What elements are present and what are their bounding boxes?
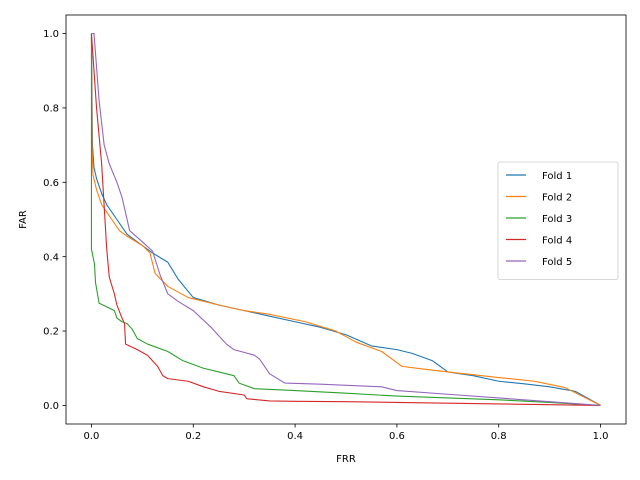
y-tick-label: 0.6 — [43, 178, 59, 189]
x-tick-label: 1.0 — [593, 431, 609, 442]
y-tick-label: 0.0 — [43, 401, 59, 412]
y-tick-label: 1.0 — [43, 29, 59, 40]
legend-box — [497, 161, 619, 280]
legend-label: Fold 5 — [542, 257, 572, 268]
y-tick-label: 0.8 — [43, 104, 59, 115]
x-axis-label: FRR — [336, 454, 356, 465]
series-line-fold-4 — [90, 33, 601, 406]
x-tick-label: 0.4 — [287, 431, 303, 442]
legend-label: Fold 4 — [542, 236, 572, 247]
series-line-fold-5 — [91, 33, 601, 406]
y-tick-label: 0.4 — [43, 252, 59, 263]
plot-frame — [65, 14, 627, 425]
plot-lines — [90, 33, 601, 406]
y-tick-label: 0.2 — [43, 327, 59, 338]
x-tick-label: 0.0 — [84, 431, 100, 442]
legend-label: Fold 2 — [542, 193, 572, 204]
series-line-fold-3 — [90, 33, 601, 406]
x-axis-ticks: 0.0 0.2 0.4 0.6 0.8 1.0 — [84, 424, 609, 442]
y-axis-ticks: 0.0 0.2 0.4 0.6 0.8 1.0 — [43, 29, 66, 412]
legend-label: Fold 3 — [542, 214, 572, 225]
x-tick-label: 0.8 — [491, 431, 507, 442]
x-tick-label: 0.2 — [185, 431, 201, 442]
legend: Fold 1 Fold 2 Fold 3 Fold 4 Fold 5 — [497, 161, 619, 280]
series-line-fold-2 — [90, 33, 601, 406]
y-axis-label: FAR — [18, 210, 29, 229]
x-tick-label: 0.6 — [389, 431, 405, 442]
series-line-fold-1 — [90, 33, 601, 406]
legend-label: Fold 1 — [542, 171, 572, 182]
